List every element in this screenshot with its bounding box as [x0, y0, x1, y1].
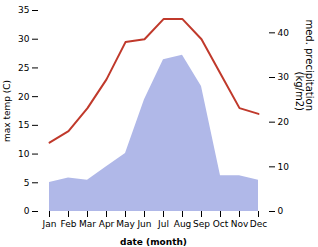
svg-text:0: 0: [278, 206, 284, 216]
svg-text:med. precipitation(kg/m2): med. precipitation(kg/m2): [294, 19, 315, 111]
svg-text:Dec: Dec: [250, 219, 267, 229]
svg-text:Aug: Aug: [174, 219, 192, 229]
svg-text:0: 0: [24, 206, 30, 216]
svg-text:10: 10: [278, 162, 290, 172]
svg-text:Jun: Jun: [136, 219, 151, 229]
svg-text:Mar: Mar: [79, 219, 96, 229]
svg-text:40: 40: [278, 28, 290, 38]
svg-text:5: 5: [24, 178, 30, 188]
svg-text:Jul: Jul: [157, 219, 169, 229]
svg-text:Oct: Oct: [213, 219, 229, 229]
svg-text:30: 30: [18, 34, 30, 44]
svg-text:10: 10: [18, 149, 30, 159]
svg-text:20: 20: [18, 92, 30, 102]
svg-text:May: May: [116, 219, 135, 229]
svg-text:35: 35: [18, 5, 29, 15]
svg-text:Sep: Sep: [193, 219, 210, 229]
svg-text:30: 30: [278, 72, 290, 82]
svg-text:25: 25: [18, 63, 29, 73]
svg-text:Apr: Apr: [99, 219, 115, 229]
svg-text:date (month): date (month): [120, 237, 187, 247]
svg-text:Nov: Nov: [231, 219, 249, 229]
svg-text:Jan: Jan: [42, 219, 57, 229]
svg-text:20: 20: [278, 117, 290, 127]
svg-text:Feb: Feb: [61, 219, 77, 229]
svg-text:max temp (C): max temp (C): [2, 80, 12, 142]
svg-text:15: 15: [18, 120, 29, 130]
